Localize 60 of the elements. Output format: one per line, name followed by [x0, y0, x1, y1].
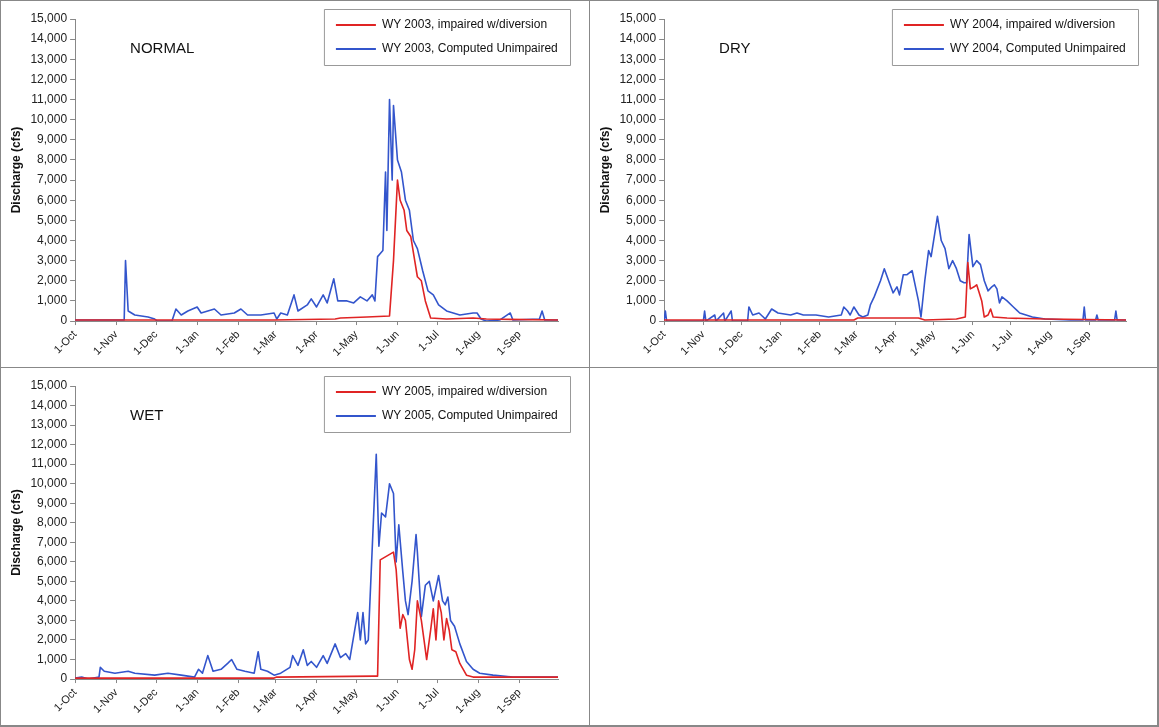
y-tick-label: 6,000: [37, 192, 68, 207]
y-tick-label: 9,000: [37, 132, 68, 147]
y-tick-label: 13,000: [30, 51, 68, 66]
y-tick-label: 3,000: [37, 612, 68, 627]
y-tick-label: 11,000: [620, 91, 657, 106]
y-tick-label: 5,000: [37, 212, 68, 227]
y-tick-label: 11,000: [31, 456, 68, 471]
y-tick-label: 15,000: [30, 378, 68, 393]
y-tick-label: 13,000: [619, 51, 657, 66]
legend-label: WY 2004, impaired w/diversion: [949, 17, 1116, 32]
y-tick-label: 1,000: [626, 293, 657, 308]
y-tick-label: 10,000: [30, 112, 68, 126]
y-tick-label: 9,000: [37, 495, 68, 510]
y-tick-label: 0: [60, 671, 68, 686]
y-tick-label: 6,000: [37, 554, 68, 569]
text: NORMAL: [130, 38, 195, 56]
y-tick-label: 8,000: [37, 515, 68, 530]
legend-label: WY 2004, Computed Unimpaired: [949, 41, 1126, 56]
y-axis-title: Discharge (cfs): [597, 126, 612, 214]
y-tick-label: 9,000: [626, 132, 657, 147]
y-tick-label: 7,000: [37, 534, 68, 549]
y-tick-label: 12,000: [619, 71, 657, 86]
y-tick-label: 5,000: [37, 573, 68, 588]
y-axis-title: Discharge (cfs): [8, 126, 23, 214]
text: WET: [130, 405, 164, 423]
y-tick-label: 0: [60, 313, 68, 328]
y-tick-label: 2,000: [37, 273, 68, 288]
y-tick-label: 1,000: [37, 293, 68, 308]
y-tick-label: 13,000: [30, 417, 68, 432]
legend-label: WY 2003, Computed Unimpaired: [381, 41, 558, 56]
y-tick-label: 0: [649, 313, 657, 328]
y-tick-label: 2,000: [626, 273, 657, 288]
legend-label: WY 2005, impaired w/diversion: [381, 384, 548, 399]
y-tick-label: 15,000: [619, 11, 657, 26]
y-tick-label: 8,000: [37, 152, 68, 167]
y-tick-label: 10,000: [30, 476, 68, 490]
y-tick-label: 14,000: [30, 31, 68, 46]
y-tick-label: 12,000: [30, 71, 68, 86]
y-tick-label: 15,000: [30, 11, 68, 26]
legend-label: WY 2005, Computed Unimpaired: [381, 408, 558, 423]
text: DRY: [719, 38, 751, 56]
y-tick-label: 12,000: [30, 436, 68, 451]
y-tick-label: 4,000: [37, 593, 68, 608]
y-tick-label: 10,000: [619, 112, 657, 126]
y-tick-label: 4,000: [37, 232, 68, 247]
y-tick-label: 4,000: [626, 232, 657, 247]
y-tick-label: 1,000: [37, 651, 68, 666]
y-tick-label: 14,000: [30, 397, 68, 412]
y-tick-label: 5,000: [626, 212, 657, 227]
y-tick-label: 7,000: [626, 172, 657, 187]
y-tick-label: 3,000: [626, 252, 657, 267]
y-tick-label: 11,000: [31, 91, 68, 106]
y-tick-label: 3,000: [37, 252, 68, 267]
y-tick-label: 7,000: [37, 172, 68, 187]
y-axis-title: Discharge (cfs): [8, 489, 23, 576]
y-tick-label: 6,000: [626, 192, 657, 207]
y-tick-label: 14,000: [619, 31, 657, 46]
y-tick-label: 8,000: [626, 152, 657, 167]
legend-label: WY 2003, impaired w/diversion: [381, 17, 548, 32]
y-tick-label: 2,000: [37, 632, 68, 647]
